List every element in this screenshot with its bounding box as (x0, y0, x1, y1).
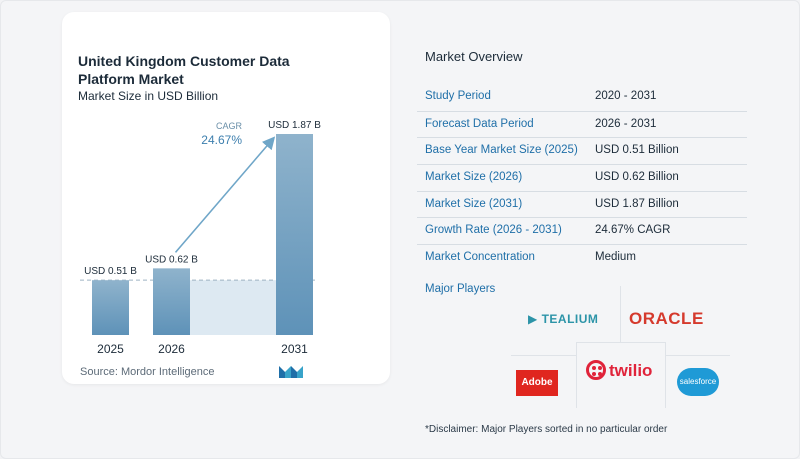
overview-key: Forecast Data Period (425, 117, 534, 130)
tealium-label: TEALIUM (541, 312, 599, 326)
overview-row: Market Size (2026) USD 0.62 Billion (417, 164, 747, 191)
overview-row: Market Concentration Medium (417, 244, 747, 271)
overview-row: Market Size (2031) USD 1.87 Billion (417, 190, 747, 218)
disclaimer-note: *Disclaimer: Major Players sorted in no … (425, 424, 668, 435)
overview-row: Growth Rate (2026 - 2031) 24.67% CAGR (417, 217, 747, 244)
cagr-label: CAGR (216, 121, 243, 131)
mordor-intelligence-logo-icon (279, 366, 303, 378)
overview-value: 2026 - 2031 (595, 117, 657, 130)
chart-title: United Kingdom Customer Data Platform Ma… (78, 53, 290, 87)
overview-key: Market Concentration (425, 251, 535, 264)
twilio-mark-icon (586, 360, 606, 380)
major-players-title: Major Players (425, 283, 496, 295)
baseline-area (190, 280, 276, 335)
players-divider (511, 355, 576, 356)
x-tick-label: 2026 (158, 342, 185, 356)
data-label: USD 0.62 B (145, 254, 198, 265)
chart-subtitle: Market Size in USD Billion (78, 89, 219, 103)
twilio-label: twilio (609, 361, 653, 380)
overview-row: Base Year Market Size (2025) USD 0.51 Bi… (417, 137, 747, 164)
overview-value: USD 1.87 Billion (595, 197, 679, 210)
overview-key: Market Size (2031) (425, 197, 523, 210)
overview-value: Medium (595, 251, 636, 264)
overview-key: Market Size (2026) (425, 171, 523, 184)
x-tick-label: 2025 (97, 342, 124, 356)
overview-key: Base Year Market Size (2025) (425, 144, 578, 157)
overview-title: Market Overview (425, 49, 523, 64)
cagr-arrow (174, 136, 276, 253)
adobe-logo: Adobe (516, 370, 558, 396)
players-divider (576, 342, 665, 343)
players-divider (665, 342, 666, 408)
players-divider (620, 286, 621, 342)
players-divider (576, 342, 577, 408)
overview-table: Study Period 2020 - 2031 Forecast Data P… (417, 84, 747, 271)
overview-value: 24.67% CAGR (595, 224, 671, 237)
overview-row: Forecast Data Period 2026 - 2031 (417, 110, 747, 138)
twilio-logo: twilio (586, 360, 652, 381)
oracle-logo: ORACLE (629, 309, 704, 328)
data-label: USD 0.51 B (84, 266, 137, 277)
overview-key: Study Period (425, 90, 491, 102)
salesforce-logo: salesforce (677, 368, 719, 396)
bar-2025 (92, 280, 129, 335)
overview-row: Study Period 2020 - 2031 (417, 84, 747, 111)
bar-chart: USD 0.51 B 2025 USD 0.62 B 2026 USD 1.87 B 20… (80, 120, 321, 356)
players-divider (665, 355, 730, 356)
source-note: Source: Mordor Intelligence (80, 366, 215, 378)
overview-value: USD 0.62 Billion (595, 171, 679, 184)
overview-value: USD 0.51 Billion (595, 144, 679, 157)
tealium-logo: ▶ TEALIUM (528, 312, 599, 326)
bar-2026 (153, 268, 190, 335)
x-tick-label: 2031 (281, 342, 308, 356)
data-label: USD 1.87 B (268, 120, 321, 131)
cagr-value: 24.67% (201, 133, 242, 147)
bar-2031 (276, 134, 313, 335)
overview-key: Growth Rate (2026 - 2031) (425, 224, 562, 237)
overview-value: 2020 - 2031 (595, 90, 657, 102)
